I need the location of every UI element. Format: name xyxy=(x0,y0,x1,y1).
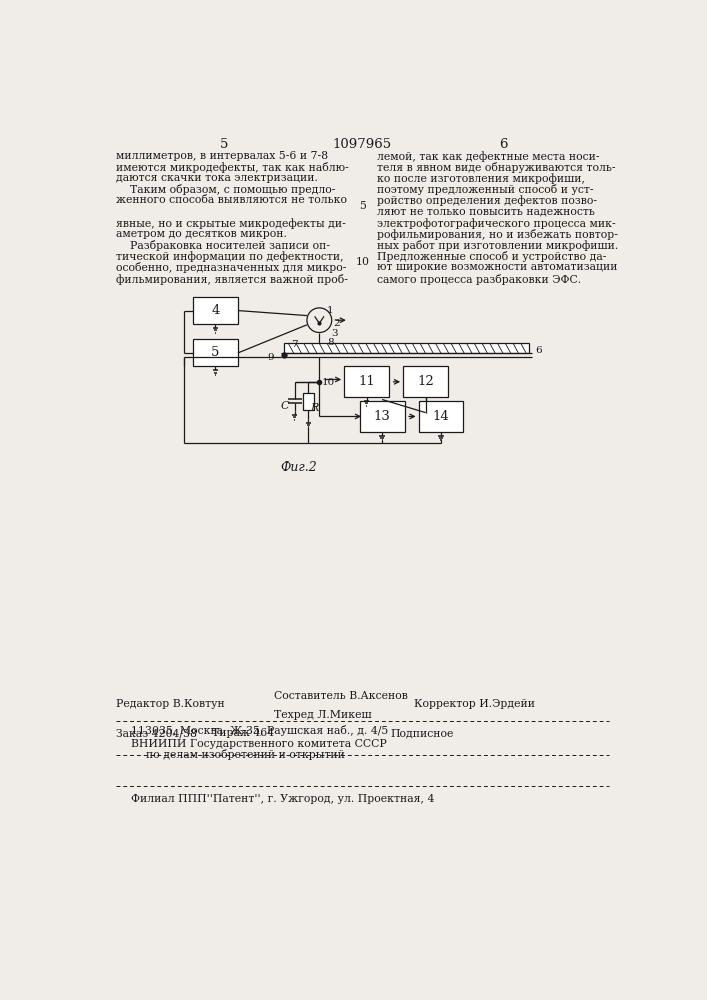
Text: ВНИИПИ Государственного комитета СССР: ВНИИПИ Государственного комитета СССР xyxy=(131,739,387,749)
Text: лемой, так как дефектные места носи-: лемой, так как дефектные места носи- xyxy=(377,151,599,162)
Text: теля в явном виде обнаруживаются толь-: теля в явном виде обнаруживаются толь- xyxy=(377,162,615,173)
Text: даются скачки тока электризации.: даются скачки тока электризации. xyxy=(115,173,317,183)
Bar xyxy=(193,339,238,366)
Text: по делам изобретений и открытий: по делам изобретений и открытий xyxy=(146,749,346,760)
Text: рофильмирования, но и избежать повтор-: рофильмирования, но и избежать повтор- xyxy=(377,229,617,240)
Bar xyxy=(419,401,464,432)
Text: поэтому предложенный способ и уст-: поэтому предложенный способ и уст- xyxy=(377,184,593,195)
Text: ляют не только повысить надежность: ляют не только повысить надежность xyxy=(377,207,595,217)
Text: фильмирования, является важной проб-: фильмирования, является важной проб- xyxy=(115,274,347,285)
Text: Разбраковка носителей записи оп-: Разбраковка носителей записи оп- xyxy=(115,240,329,251)
Text: Заказ 4204/38: Заказ 4204/38 xyxy=(115,728,197,738)
Text: самого процесса разбраковки ЭФС.: самого процесса разбраковки ЭФС. xyxy=(377,274,580,285)
Text: 6: 6 xyxy=(498,138,507,151)
Text: 12: 12 xyxy=(417,375,434,388)
Text: 11: 11 xyxy=(358,375,375,388)
Text: Тираж 464: Тираж 464 xyxy=(212,728,274,738)
Text: электрофотографического процесса мик-: электрофотографического процесса мик- xyxy=(377,218,615,229)
Text: 1097965: 1097965 xyxy=(332,138,392,151)
Text: явные, но и скрытые микродефекты ди-: явные, но и скрытые микродефекты ди- xyxy=(115,218,345,229)
Bar xyxy=(303,393,314,410)
Text: R: R xyxy=(310,403,318,413)
Bar xyxy=(284,343,529,353)
Text: аметром до десятков микрон.: аметром до десятков микрон. xyxy=(115,229,286,239)
Text: 1: 1 xyxy=(327,306,334,315)
Text: 2: 2 xyxy=(333,319,340,328)
Text: миллиметров, в интервалах 5-6 и 7-8: миллиметров, в интервалах 5-6 и 7-8 xyxy=(115,151,327,161)
Text: Подписное: Подписное xyxy=(391,728,454,738)
Text: 6: 6 xyxy=(534,346,542,355)
Text: Составитель В.Аксенов: Составитель В.Аксенов xyxy=(274,691,408,701)
Text: Предложенные способ и устройство да-: Предложенные способ и устройство да- xyxy=(377,251,606,262)
Text: 5: 5 xyxy=(211,346,220,359)
Text: ют широкие возможности автоматизации: ют широкие возможности автоматизации xyxy=(377,262,617,272)
Text: 10: 10 xyxy=(356,257,370,267)
Text: Редактор В.Ковтун: Редактор В.Ковтун xyxy=(115,699,224,709)
Text: женного способа выявляются не только: женного способа выявляются не только xyxy=(115,195,346,205)
Bar xyxy=(360,401,404,432)
Bar xyxy=(403,366,448,397)
Text: Техред Л.Микеш: Техред Л.Микеш xyxy=(274,710,372,720)
Text: Таким образом, с помощью предло-: Таким образом, с помощью предло- xyxy=(115,184,335,195)
Text: 3: 3 xyxy=(332,329,339,338)
Text: 13: 13 xyxy=(374,410,390,423)
Text: Филиал ППП''Патент'', г. Ужгород, ул. Проектная, 4: Филиал ППП''Патент'', г. Ужгород, ул. Пр… xyxy=(131,794,434,804)
Text: ных работ при изготовлении микрофиши.: ных работ при изготовлении микрофиши. xyxy=(377,240,618,251)
Text: 7: 7 xyxy=(291,340,297,349)
Text: 10: 10 xyxy=(322,378,335,387)
Text: 14: 14 xyxy=(433,410,450,423)
Text: тической информации по дефектности,: тической информации по дефектности, xyxy=(115,251,343,262)
Text: 5: 5 xyxy=(359,201,366,211)
Text: C: C xyxy=(281,401,289,411)
Text: ройство определения дефектов позво-: ройство определения дефектов позво- xyxy=(377,195,597,206)
Text: 8: 8 xyxy=(327,338,334,347)
Text: 113035, Москва, Ж-35, Раушская наб., д. 4/5: 113035, Москва, Ж-35, Раушская наб., д. … xyxy=(131,725,388,736)
Bar xyxy=(344,366,389,397)
Text: ко после изготовления микрофиши,: ко после изготовления микрофиши, xyxy=(377,173,585,184)
Bar xyxy=(193,297,238,324)
Text: особенно, предназначенных для микро-: особенно, предназначенных для микро- xyxy=(115,262,346,273)
Text: Фиг.2: Фиг.2 xyxy=(281,461,317,474)
Text: 5: 5 xyxy=(220,138,228,151)
Text: 9: 9 xyxy=(267,353,274,362)
Text: имеются микродефекты, так как наблю-: имеются микродефекты, так как наблю- xyxy=(115,162,349,173)
Text: Корректор И.Эрдейи: Корректор И.Эрдейи xyxy=(414,699,535,709)
Text: 4: 4 xyxy=(211,304,220,317)
